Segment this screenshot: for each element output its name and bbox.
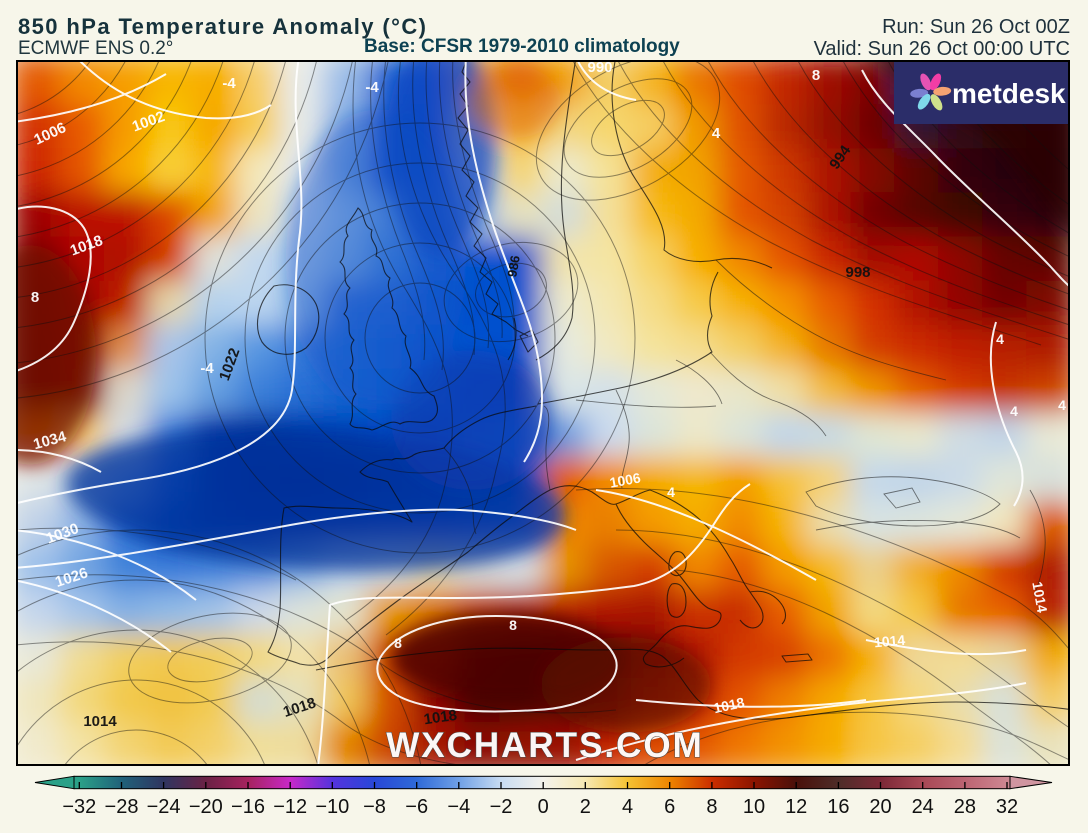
svg-text:−12: −12 [273,796,307,818]
svg-text:4: 4 [622,796,633,818]
svg-text:−28: −28 [105,796,139,818]
svg-text:8: 8 [31,289,39,306]
svg-text:10: 10 [743,796,765,818]
svg-text:4: 4 [996,331,1004,347]
svg-text:8: 8 [509,617,517,633]
svg-text:0: 0 [538,796,549,818]
svg-text:2: 2 [580,796,591,818]
svg-text:1018: 1018 [423,707,458,728]
svg-text:1014: 1014 [873,632,906,651]
svg-text:1006: 1006 [608,469,642,490]
svg-text:4: 4 [667,484,675,500]
svg-text:28: 28 [954,796,976,818]
svg-text:6: 6 [664,796,675,818]
svg-text:990: 990 [587,60,612,76]
svg-text:8: 8 [394,635,402,651]
svg-text:−32: −32 [62,796,96,818]
svg-text:−16: −16 [231,796,265,818]
svg-text:998: 998 [845,264,870,281]
svg-text:1014: 1014 [83,713,117,730]
svg-text:−8: −8 [363,796,386,818]
svg-text:4: 4 [712,125,721,142]
svg-text:8: 8 [706,796,717,818]
svg-text:16: 16 [827,796,849,818]
svg-text:8: 8 [812,67,820,84]
svg-text:1014: 1014 [1029,580,1050,614]
svg-text:32: 32 [996,796,1018,818]
svg-text:−20: −20 [189,796,223,818]
svg-text:-4: -4 [222,75,236,92]
svg-text:−6: −6 [405,796,428,818]
svg-text:4: 4 [1058,397,1066,413]
svg-text:-4: -4 [365,79,379,96]
svg-text:4: 4 [1010,403,1018,419]
svg-text:−2: −2 [490,796,513,818]
svg-text:986: 986 [504,254,523,278]
svg-text:20: 20 [869,796,891,818]
svg-text:−4: −4 [447,796,470,818]
svg-text:−10: −10 [315,796,349,818]
svg-text:12: 12 [785,796,807,818]
svg-text:metdesk: metdesk [952,78,1066,109]
svg-text:WXCHARTS.COM: WXCHARTS.COM [386,726,704,765]
svg-text:1018: 1018 [712,694,746,716]
svg-text:-4: -4 [200,360,214,377]
svg-text:24: 24 [912,796,934,818]
svg-text:−24: −24 [147,796,181,818]
